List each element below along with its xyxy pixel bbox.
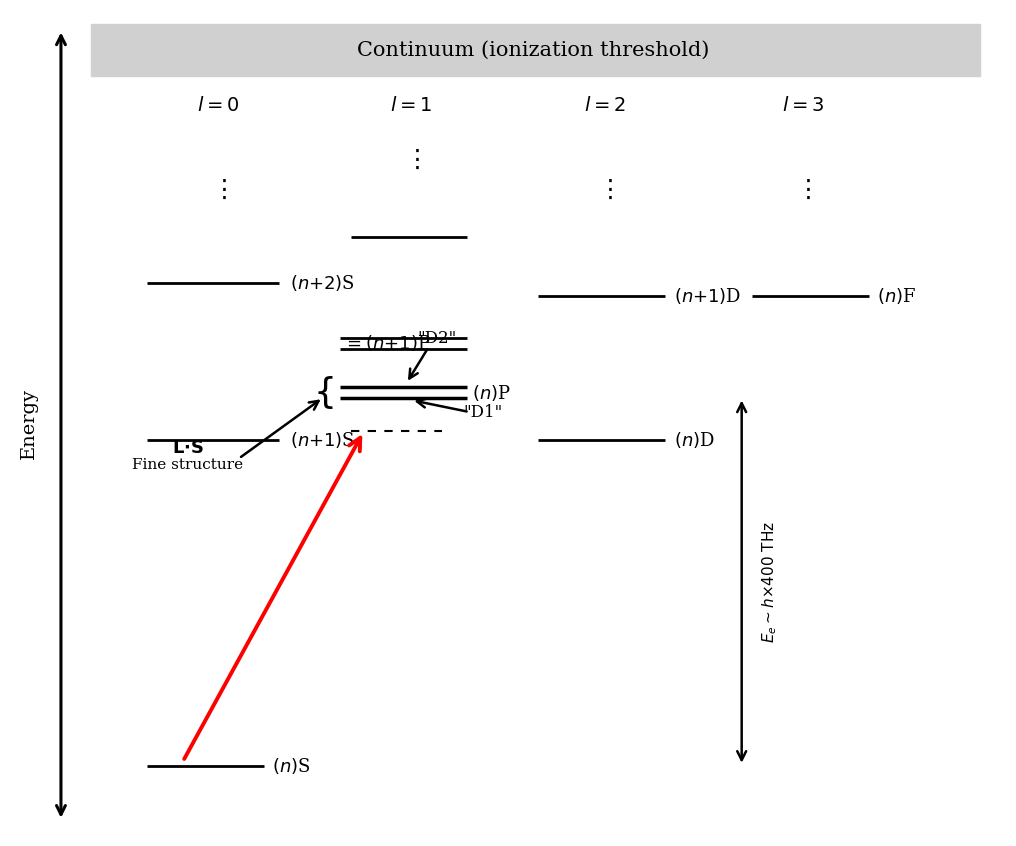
Text: $l = 1$: $l = 1$ [390,96,433,115]
Text: $l = 0$: $l = 0$ [197,96,240,115]
Text: "D2": "D2" [418,330,456,347]
Text: $\vdots$: $\vdots$ [210,179,227,202]
Text: $=(n{+}1)$P: $=(n{+}1)$P [343,333,431,354]
Text: Energy: Energy [19,387,38,459]
Text: $\vdots$: $\vdots$ [403,149,420,173]
Text: $l = 3$: $l = 3$ [781,96,824,115]
Text: "D1": "D1" [463,404,502,421]
Text: $(n{+}1)$D: $(n{+}1)$D [674,286,741,306]
Text: $\vdots$: $\vdots$ [795,179,811,202]
Text: Continuum (ionization threshold): Continuum (ionization threshold) [358,41,709,59]
Text: $E_e{\sim}h{\times}400\ \mathrm{THz}$: $E_e{\sim}h{\times}400\ \mathrm{THz}$ [761,520,779,643]
Text: $(n)$S: $(n)$S [272,755,311,776]
Text: $(n)$P: $(n)$P [472,382,511,403]
Text: $l = 2$: $l = 2$ [583,96,626,115]
Text: $\{$: $\{$ [313,374,333,411]
Text: $(n)$F: $(n)$F [877,286,916,306]
FancyBboxPatch shape [91,24,980,76]
Text: $\vdots$: $\vdots$ [596,179,613,202]
Text: $(n{+}2)$S: $(n{+}2)$S [290,273,355,294]
Text: Fine structure: Fine structure [132,459,244,472]
Text: $(n{+}1)$S: $(n{+}1)$S [290,430,355,450]
Text: $(n)$D: $(n)$D [674,430,714,450]
Text: $\mathbf{L{\cdot}S}$: $\mathbf{L{\cdot}S}$ [172,439,204,458]
